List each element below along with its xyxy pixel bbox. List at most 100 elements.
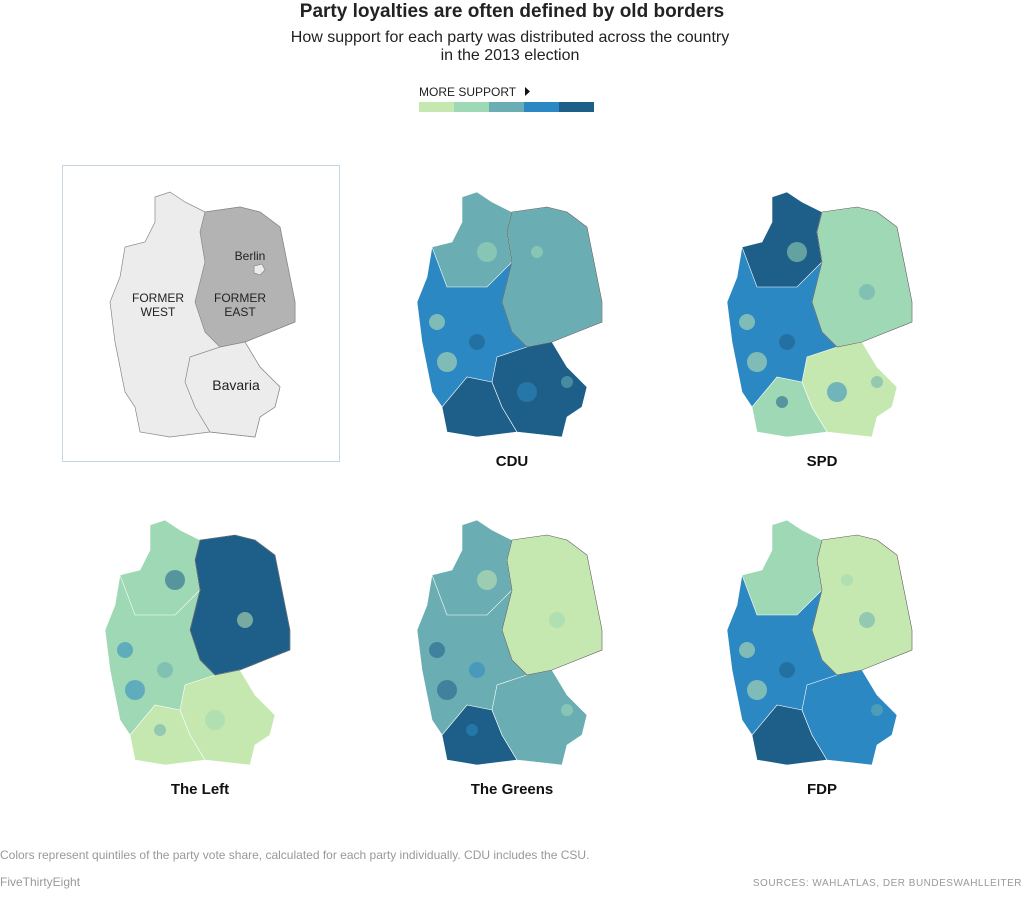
legend xyxy=(419,102,594,112)
map-district xyxy=(125,680,145,700)
legend-swatch xyxy=(524,102,559,112)
title: Party loyalties are often defined by old… xyxy=(300,1,724,22)
map-district xyxy=(761,306,773,318)
party-map: CDU xyxy=(416,191,603,470)
map-district xyxy=(761,634,773,646)
legend-swatch xyxy=(419,102,454,112)
map-district xyxy=(561,376,573,388)
inset-label: Berlin xyxy=(235,249,266,263)
inset-label: Bavaria xyxy=(212,377,260,393)
inset-map xyxy=(109,191,296,438)
map-district xyxy=(779,662,795,678)
inset-berlin xyxy=(253,263,266,276)
map-district xyxy=(739,314,755,330)
party-map: SPD xyxy=(726,191,913,470)
map-district xyxy=(237,612,253,628)
inset-label: FORMER xyxy=(132,291,184,305)
map-district xyxy=(154,724,166,736)
old-border xyxy=(189,534,291,676)
map-district xyxy=(561,704,573,716)
party-label: The Left xyxy=(171,781,229,798)
map-district xyxy=(469,662,485,678)
map-district xyxy=(531,574,543,586)
map-district xyxy=(779,334,795,350)
party-label: SPD xyxy=(807,453,838,470)
party-label: FDP xyxy=(807,781,837,798)
map-district xyxy=(157,662,173,678)
map-district xyxy=(117,642,133,658)
map-district xyxy=(451,306,463,318)
inset-label: EAST xyxy=(224,305,256,319)
party-label: The Greens xyxy=(471,781,554,798)
map-region xyxy=(431,519,513,616)
inset-bavaria xyxy=(184,341,281,438)
map-region xyxy=(801,669,898,766)
map-district xyxy=(139,634,151,646)
map-district xyxy=(549,612,565,628)
inset-label: FORMER xyxy=(214,291,266,305)
party-map: FDP xyxy=(726,519,913,798)
map-district xyxy=(531,246,543,258)
subtitle: in the 2013 election xyxy=(441,47,580,64)
map-district xyxy=(437,680,457,700)
legend-swatch xyxy=(489,102,524,112)
inset-frame xyxy=(62,165,340,462)
map-district xyxy=(517,710,537,730)
map-district xyxy=(747,352,767,372)
map-district xyxy=(859,284,875,300)
map-district xyxy=(477,242,497,262)
map-district xyxy=(841,246,853,258)
map-region xyxy=(119,519,201,616)
credit: FiveThirtyEight xyxy=(0,875,81,889)
map-district xyxy=(429,642,445,658)
subtitle: How support for each party was distribut… xyxy=(291,29,729,46)
map-district xyxy=(827,382,847,402)
old-border xyxy=(501,534,603,676)
map-district xyxy=(466,396,478,408)
footnote: Colors represent quintiles of the party … xyxy=(0,848,589,862)
map-district xyxy=(466,724,478,736)
map-district xyxy=(429,314,445,330)
map-district xyxy=(787,570,807,590)
map-district xyxy=(859,612,875,628)
map-district xyxy=(219,574,231,586)
sources: SOURCES: WAHLATLAS, DER BUNDESWAHLLEITER xyxy=(753,878,1022,889)
map-district xyxy=(249,704,261,716)
map-district xyxy=(871,704,883,716)
map-district xyxy=(451,634,463,646)
inset-east xyxy=(194,206,296,348)
old-border xyxy=(811,534,913,676)
maps: CDU SPD The Left The Greens FDP xyxy=(104,191,913,798)
party-map: The Greens xyxy=(416,519,603,798)
map-district xyxy=(841,574,853,586)
old-border xyxy=(501,206,603,348)
map-region xyxy=(179,669,276,766)
map-district xyxy=(871,376,883,388)
map-region xyxy=(431,191,513,288)
map-district xyxy=(747,680,767,700)
inset-label: WEST xyxy=(141,305,176,319)
map-district xyxy=(165,570,185,590)
map-district xyxy=(477,570,497,590)
party-map: The Left xyxy=(104,519,291,798)
legend-swatch xyxy=(454,102,489,112)
map-region xyxy=(491,669,588,766)
map-district xyxy=(787,242,807,262)
legend-label: MORE SUPPORT xyxy=(419,85,517,99)
map-district xyxy=(437,352,457,372)
party-label: CDU xyxy=(496,453,529,470)
map-district xyxy=(549,284,565,300)
legend-swatch xyxy=(559,102,594,112)
map-district xyxy=(517,382,537,402)
map-district xyxy=(739,642,755,658)
legend-arrow xyxy=(525,87,530,96)
map-region xyxy=(801,341,898,438)
map-district xyxy=(827,710,847,730)
map-region xyxy=(741,191,823,288)
map-district xyxy=(469,334,485,350)
map-district xyxy=(776,724,788,736)
map-region xyxy=(741,519,823,616)
map-district xyxy=(776,396,788,408)
old-border xyxy=(811,206,913,348)
